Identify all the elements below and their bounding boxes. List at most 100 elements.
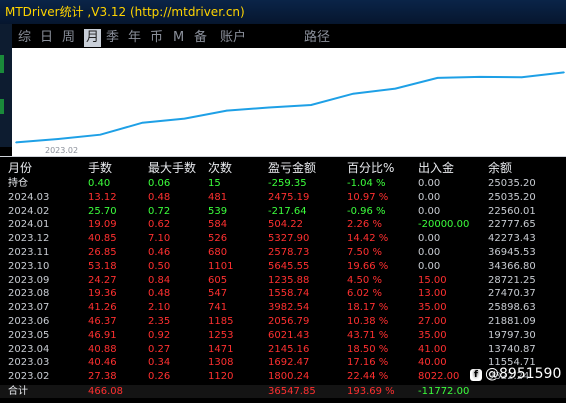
cell-balance: 25035.20 [488, 178, 536, 189]
equity-point-2023.04 [99, 133, 102, 136]
table-row: 2024.01 19.09 0.62 584 504.22 2.26 % -20000.00… [0, 218, 566, 231]
cell-balance: 余额 [488, 161, 513, 175]
watermark-text: @8951590 [485, 366, 562, 382]
cell-pnl: 2056.79 [268, 316, 310, 327]
cell-pnl: 2578.73 [268, 247, 310, 258]
cell-lots: 24.27 [88, 274, 117, 286]
tab-10[interactable]: 路径 [304, 30, 331, 45]
strip-marker [0, 55, 4, 73]
cell-balance: 13740.87 [488, 343, 536, 355]
platform-icon: f [470, 369, 482, 381]
table-row: 2023.07 41.26 2.10 741 3982.54 18.17 % 35.00 25… [0, 301, 566, 314]
cell-balance: 22560.01 [488, 205, 536, 217]
cell-balance: 9822.24 [488, 371, 530, 383]
cell-balance: 21881.09 [488, 316, 536, 327]
cell-max-lots: 0.48 [148, 191, 171, 203]
cell-lots: 46.37 [88, 316, 117, 327]
equity-point-2023.06 [183, 117, 186, 120]
table-row: 持仓 0.40 0.06 15 -259.35 -1.04 % 0.00 25035.20 [0, 177, 566, 190]
table-row: 2023.02 27.38 0.26 1120 1800.24 22.44 % 8022.0… [0, 370, 566, 383]
cell-balance: 11554.71 [488, 357, 536, 369]
tab-4[interactable]: 季 [106, 30, 120, 45]
cell-percent: 10.38 % [347, 316, 389, 327]
cell-max-lots: 2.35 [148, 316, 171, 327]
tab-0[interactable]: 综 [18, 30, 32, 45]
cell-lots: 0.40 [88, 178, 111, 189]
equity-point-2023.08 [268, 106, 270, 109]
cell-deposit: 35.00 [418, 329, 447, 341]
cell-month: 2023.05 [8, 329, 50, 341]
table-row: 2024.03 13.12 0.48 481 2475.19 10.97 % 0.00 250… [0, 191, 566, 204]
cell-month: 2023.09 [8, 274, 50, 286]
cell-lots: 13.12 [88, 191, 117, 203]
cell-balance: 27470.37 [488, 288, 536, 300]
cell-percent: 17.16 % [347, 357, 389, 369]
cell-lots: 466.08 [88, 386, 123, 397]
tab-2[interactable]: 周 [62, 30, 76, 45]
cell-count: 15 [208, 178, 221, 189]
cell-month: 2024.02 [8, 205, 50, 217]
equity-chart-svg [12, 48, 566, 156]
equity-line [15, 71, 565, 144]
table-row: 2023.03 40.46 0.34 1308 1692.47 17.16 % 40.00 1… [0, 356, 566, 369]
cell-lots: 19.09 [88, 219, 117, 231]
cell-count: 次数 [208, 161, 233, 175]
cell-percent: 22.44 % [347, 371, 389, 383]
cell-lots: 26.85 [88, 247, 117, 258]
cell-deposit: 35.00 [418, 302, 447, 314]
window-title: MTDriver统计 ,V3.12 (http://mtdriver.cn) [0, 0, 566, 24]
cell-count: 481 [208, 191, 228, 203]
tab-3[interactable]: 月 [84, 29, 102, 47]
cell-month: 持仓 [8, 178, 28, 189]
equity-point-2024.02 [521, 76, 523, 79]
cell-percent: 2.26 % [347, 219, 382, 231]
tab-6[interactable]: 币 [150, 30, 164, 45]
tab-1[interactable]: 日 [40, 30, 54, 45]
cell-deposit: 8022.00 [418, 371, 460, 383]
cell-pnl: 1692.47 [268, 357, 310, 369]
cell-count: 680 [208, 247, 228, 258]
cell-lots: 40.46 [88, 357, 117, 369]
cell-percent: -0.96 % [347, 205, 386, 217]
tab-7[interactable]: M [173, 30, 185, 45]
strip-marker [0, 99, 4, 114]
cell-percent: 百分比% [347, 161, 395, 175]
cell-pnl: 盈亏金额 [268, 161, 317, 175]
equity-point-2023.03 [57, 138, 59, 140]
tab-8[interactable]: 备 [194, 30, 208, 45]
cell-deposit: 0.00 [418, 247, 441, 258]
cell-pnl: 36547.85 [268, 386, 316, 397]
cell-max-lots: 0.46 [148, 247, 171, 258]
cell-count: 547 [208, 288, 228, 300]
table-row: 2023.10 53.18 0.50 1101 5645.55 19.66 % 0.00 34… [0, 260, 566, 273]
table-row: 2023.06 46.37 2.35 1185 2056.79 10.38 % 27.00 2… [0, 315, 566, 328]
cell-max-lots: 0.06 [148, 178, 171, 189]
cell-lots: 25.70 [88, 205, 117, 217]
cell-deposit: 13.00 [418, 288, 447, 300]
cell-deposit: 27.00 [418, 316, 447, 327]
cell-max-lots: 0.92 [148, 329, 171, 341]
cell-count: 526 [208, 233, 228, 245]
left-panel-strip [0, 24, 12, 147]
equity-point-2023.02 [15, 141, 17, 144]
cell-lots: 41.26 [88, 302, 117, 314]
cell-lots: 19.36 [88, 288, 117, 300]
cell-pnl: 1800.24 [268, 371, 310, 383]
tab-9[interactable]: 账户 [220, 30, 247, 45]
cell-percent: 7.50 % [347, 247, 382, 258]
table-row: 2023.04 40.88 0.27 1471 2145.16 18.50 % 41.00 1… [0, 343, 566, 356]
cell-max-lots: 7.10 [148, 233, 171, 245]
cell-max-lots: 0.27 [148, 343, 171, 355]
cell-max-lots: 0.84 [148, 274, 171, 286]
tab-5[interactable]: 年 [128, 30, 142, 45]
cell-lots: 手数 [88, 161, 113, 175]
cell-count: 1101 [208, 260, 234, 272]
cell-count: 1308 [208, 357, 234, 369]
table-row: 2023.09 24.27 0.84 605 1235.88 4.50 % 15.00 287… [0, 274, 566, 287]
cell-balance: 25898.63 [488, 302, 536, 314]
cell-count: 605 [208, 274, 228, 286]
cell-max-lots: 0.26 [148, 371, 171, 383]
table-row: 2023.11 26.85 0.46 680 2578.73 7.50 % 0.00 3694… [0, 246, 566, 259]
cell-deposit: 0.00 [418, 191, 441, 203]
cell-month: 2023.04 [8, 343, 50, 355]
